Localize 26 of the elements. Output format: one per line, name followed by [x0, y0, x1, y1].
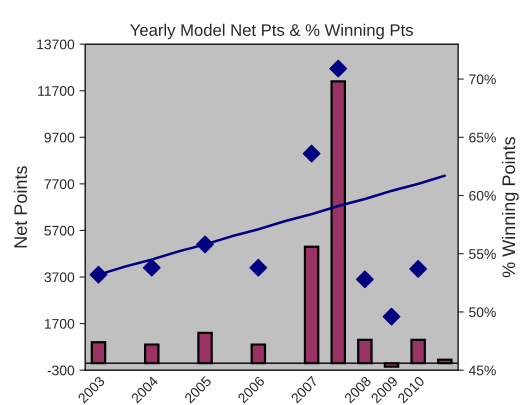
y2-tick-label: 60% [469, 190, 496, 201]
chart-title: Yearly Model Net Pts & % Winning Pts [130, 24, 413, 40]
point [329, 60, 348, 78]
point [142, 258, 161, 277]
y-axis-title: Net Points [14, 166, 28, 248]
point [409, 260, 428, 278]
y2-tick-label: 70% [469, 74, 496, 84]
y-tick-label: 1700 [44, 318, 74, 329]
point [249, 258, 268, 277]
y-tick-label: -300 [48, 366, 74, 376]
point [196, 236, 214, 254]
y2-tick-label: 65% [469, 132, 496, 142]
point [382, 308, 400, 326]
y-tick-label: 3700 [44, 272, 74, 282]
y-tick-label: 9700 [44, 132, 74, 142]
point [90, 266, 108, 284]
point [356, 270, 374, 288]
y-tick-label: 5700 [44, 226, 74, 236]
y-tick-label: 11700 [38, 86, 74, 96]
point [302, 144, 321, 163]
y2-tick-label: 55% [469, 249, 496, 259]
y-tick-label: 7700 [44, 179, 74, 190]
y2-tick-label: 45% [468, 366, 496, 376]
y2-axis-title: % Winning Points [502, 137, 519, 278]
y2-tick-label: 50% [469, 307, 496, 318]
y-tick-label: 13700 [37, 39, 74, 50]
